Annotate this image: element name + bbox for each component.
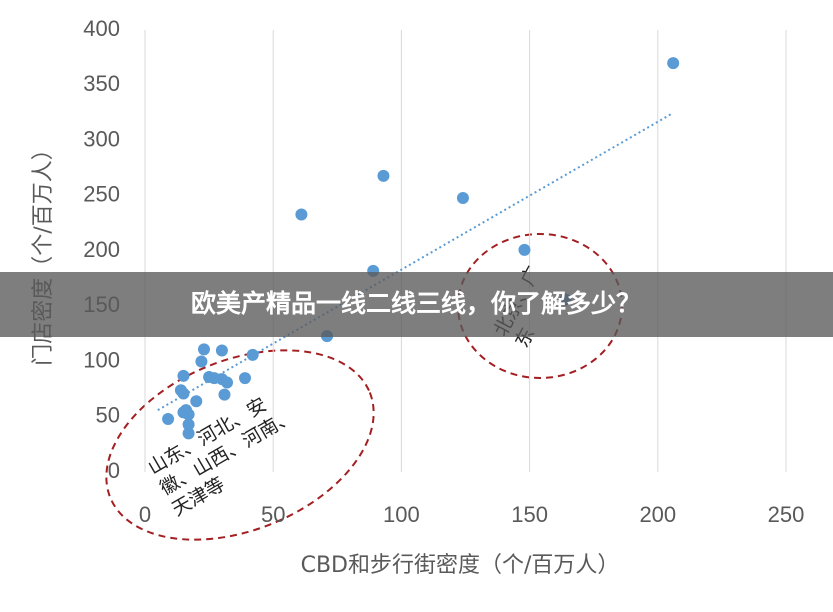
annotation: 山东、河北、安徽、山西、河南、天津等 [144,394,299,521]
y-tick-label: 50 [96,403,120,428]
highlight-ellipse [105,349,375,541]
point [667,57,680,70]
point [190,395,203,408]
point [197,343,210,356]
y-tick-label: 0 [108,458,120,483]
point [518,243,531,256]
x-axis-label: CBD和步行街密度（个/百万人） [301,553,620,578]
point [295,208,308,221]
point [218,388,231,401]
banner [0,272,833,337]
point [456,191,469,204]
point [195,355,208,368]
point [246,348,259,361]
y-tick-label: 300 [83,126,120,151]
x-tick-label: 100 [383,502,420,527]
x-tick-label: 0 [139,502,151,527]
point [377,169,390,182]
y-tick-label: 350 [83,71,120,96]
trendline [157,112,674,411]
banner-text: 欧美产精品一线二线三线，你了解多少？ [191,289,641,318]
y-tick-label: 250 [83,182,120,207]
x-tick-label: 50 [261,502,285,527]
x-tick-label: 200 [639,502,676,527]
y-tick-label: 100 [83,347,120,372]
y-tick-label: 200 [83,237,120,262]
point [162,412,175,425]
point [177,406,190,419]
point [215,344,228,357]
x-tick-label: 150 [511,502,548,527]
point [238,372,251,385]
y-tick-label: 400 [83,16,120,41]
point [221,376,234,389]
x-tick-label: 250 [768,502,805,527]
point [182,427,195,440]
point [177,369,190,382]
point [182,418,195,431]
point [177,387,190,400]
